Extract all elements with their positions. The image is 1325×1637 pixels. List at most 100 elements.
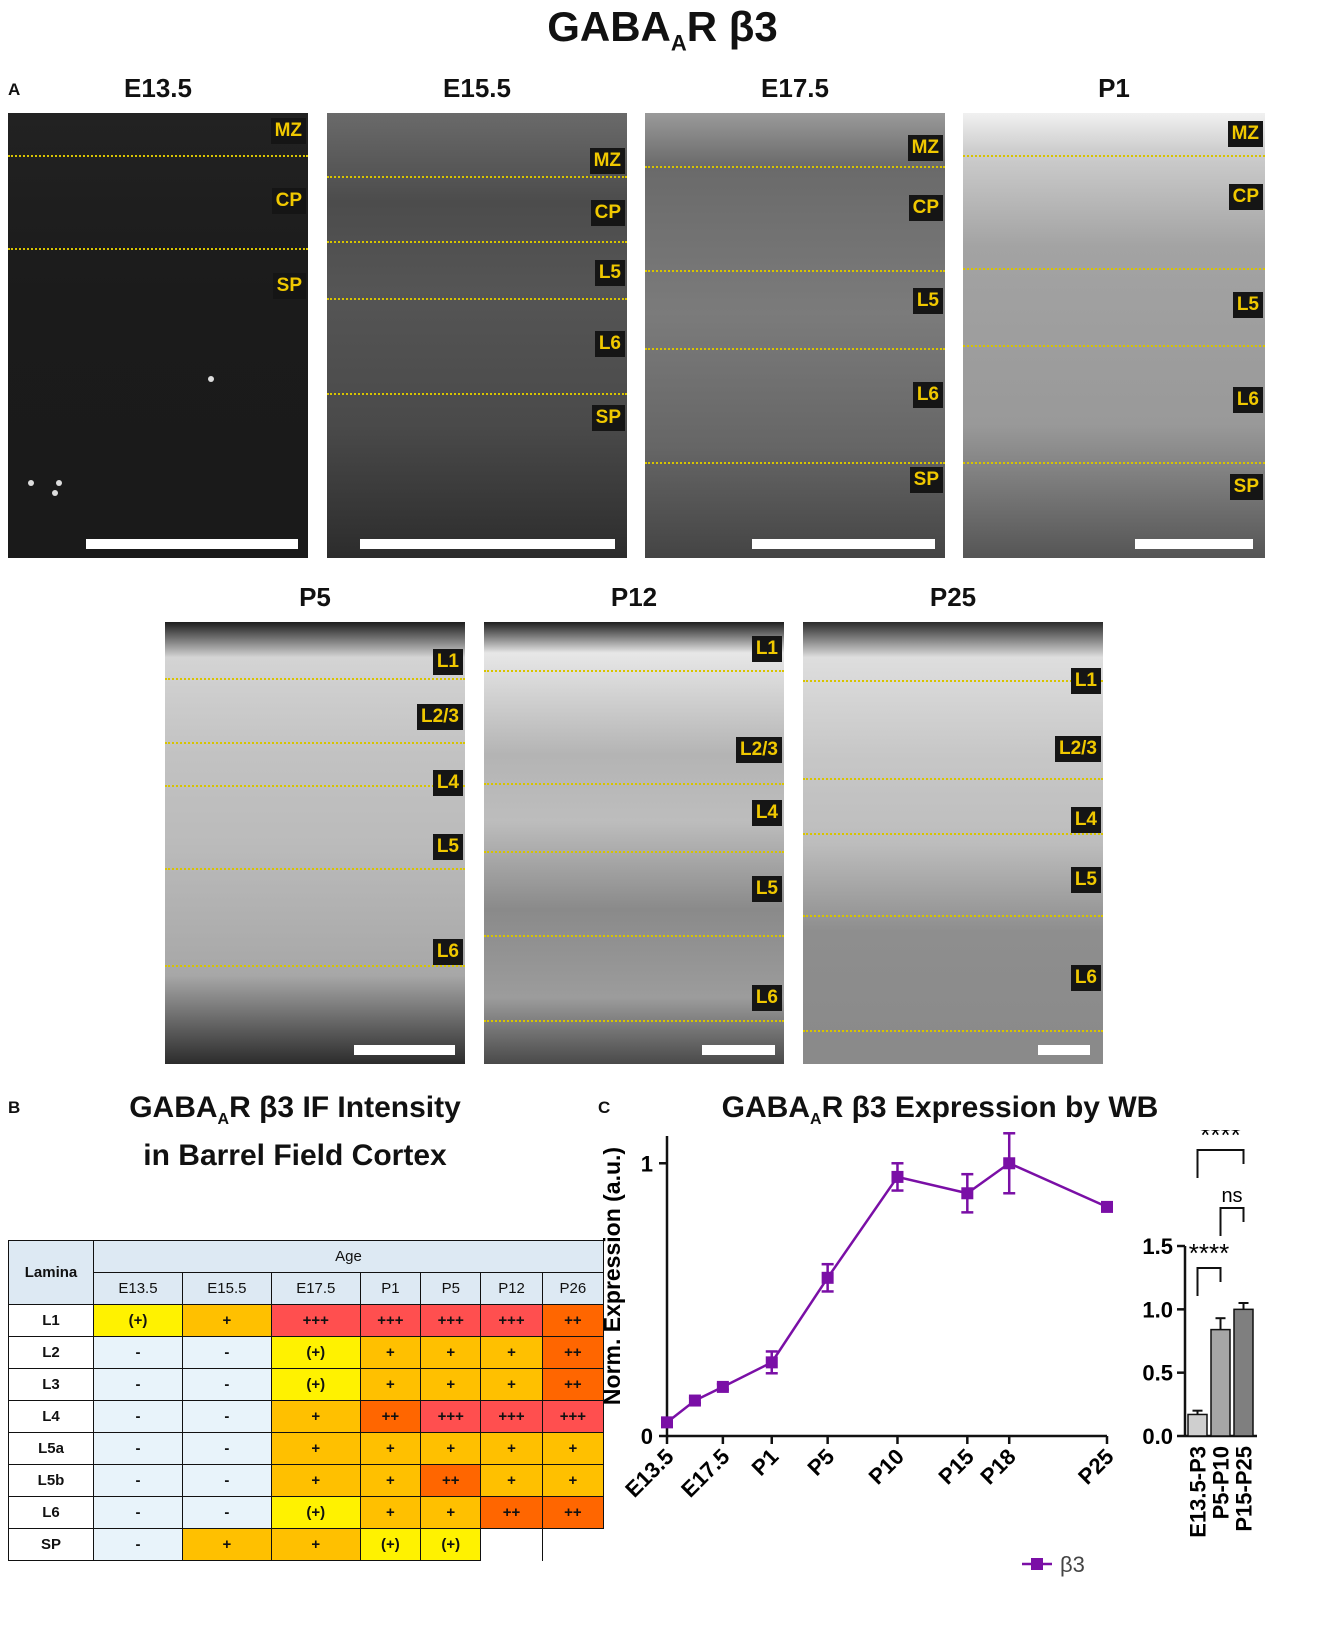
- layer-boundary-line: [963, 462, 1265, 464]
- bright-speck: [56, 480, 62, 486]
- bar: [1187, 1413, 1208, 1437]
- table-cell: ++: [541, 1496, 605, 1529]
- significance-bracket: [1219, 1207, 1245, 1236]
- table-cell: -: [181, 1400, 272, 1433]
- data-point: [716, 1380, 729, 1393]
- bar-y-tick-label: 1.5: [1142, 1234, 1173, 1259]
- table-cell: +: [270, 1528, 361, 1561]
- layer-label: SP: [272, 273, 306, 299]
- layer-label: L6: [751, 985, 782, 1011]
- table-cell: +++: [270, 1304, 361, 1337]
- panel-a-letter: A: [8, 80, 21, 99]
- layer-label: L6: [1070, 965, 1101, 991]
- table-cell: +: [270, 1400, 361, 1433]
- layer-boundary-line: [963, 155, 1265, 157]
- layer-boundary-line: [327, 176, 627, 178]
- table-row-label: SP: [8, 1528, 94, 1561]
- micrograph-title-p1: P1: [1098, 73, 1130, 103]
- layer-boundary-line: [963, 345, 1265, 347]
- panel-b-letter: B: [8, 1098, 21, 1117]
- bar: [1233, 1308, 1254, 1437]
- table-row-label: L2: [8, 1336, 94, 1369]
- data-point: [821, 1271, 834, 1284]
- layer-label: SP: [591, 405, 625, 431]
- data-point: [661, 1416, 673, 1429]
- layer-boundary-line: [803, 1030, 1103, 1032]
- layer-label: L4: [751, 800, 782, 826]
- table-row: L3- - (+) + + + ++: [8, 1368, 605, 1401]
- table-cell: +++: [480, 1400, 543, 1433]
- layer-boundary-line: [165, 742, 465, 744]
- table-cell: +: [359, 1432, 422, 1465]
- layer-label: L6: [912, 382, 943, 408]
- micrograph-title-e13-5: E13.5: [124, 73, 192, 103]
- data-point: [688, 1394, 701, 1407]
- data-point: [891, 1170, 904, 1183]
- layer-boundary-line: [327, 393, 627, 395]
- layer-label: MZ: [907, 135, 943, 161]
- layer-boundary-line: [165, 678, 465, 680]
- table-cell: +: [359, 1496, 422, 1529]
- layer-boundary-line: [484, 1020, 784, 1022]
- layer-boundary-line: [165, 785, 465, 787]
- layer-label: L5: [432, 834, 463, 860]
- layer-label: L4: [1070, 807, 1101, 833]
- layer-label: SP: [1229, 474, 1263, 500]
- layer-boundary-line: [803, 680, 1103, 682]
- layer-label: L4: [432, 770, 463, 796]
- micrograph-title-p25: P25: [929, 582, 977, 612]
- layer-label: SP: [909, 467, 943, 493]
- bright-speck: [208, 376, 214, 382]
- table-cell: ++: [480, 1496, 543, 1529]
- table-column-header: E17.5: [270, 1272, 361, 1305]
- bright-speck: [28, 480, 34, 486]
- data-point: [1101, 1200, 1113, 1213]
- layer-boundary-line: [327, 298, 627, 300]
- table-column-header: E15.5: [181, 1272, 272, 1305]
- table-row-label: L3: [8, 1368, 94, 1401]
- layer-label: L6: [1232, 387, 1263, 413]
- table-cell: (+): [270, 1368, 361, 1401]
- table-cell: [541, 1528, 604, 1561]
- table-cell: -: [181, 1368, 272, 1401]
- table-cell: -: [93, 1464, 183, 1497]
- layer-boundary-line: [484, 670, 784, 672]
- table-cell: -: [93, 1368, 183, 1401]
- layer-boundary-line: [645, 348, 945, 350]
- table-cell: +++: [420, 1304, 482, 1337]
- layer-label: CP: [590, 200, 625, 226]
- table-cell: (+): [420, 1528, 482, 1561]
- layer-label: L2/3: [1054, 736, 1101, 762]
- legend-marker: [1031, 1558, 1043, 1570]
- table-cell: +: [359, 1368, 422, 1401]
- layer-label: L6: [432, 939, 463, 965]
- table-cell: +: [480, 1368, 543, 1401]
- layer-label: L1: [1070, 668, 1101, 694]
- table-cell: +: [420, 1368, 482, 1401]
- bright-speck: [52, 490, 58, 496]
- if-intensity-table: Lamina Age E13.5 E15.5 E17.5 P1 P5 P12 P26 L1 (+) +…: [8, 1240, 605, 1561]
- layer-label: MZ: [1227, 121, 1263, 147]
- scale-bar: [1135, 539, 1253, 549]
- table-row-label: L5a: [8, 1432, 94, 1465]
- table-cell: +: [420, 1432, 482, 1465]
- table-cell: -: [93, 1496, 183, 1529]
- table-cell: (+): [270, 1336, 361, 1369]
- micrograph-p12: L1 L2/3 L4 L5 L6: [484, 622, 784, 1064]
- layer-label: L6: [594, 331, 625, 357]
- layer-label: L5: [1070, 867, 1101, 893]
- layer-boundary-line: [327, 241, 627, 243]
- x-tick-label: P1: [747, 1444, 784, 1481]
- table-cell: +: [181, 1528, 272, 1561]
- x-tick-label: P5: [802, 1444, 839, 1481]
- table-cell: -: [181, 1496, 272, 1529]
- table-cell: +: [270, 1432, 361, 1465]
- layer-boundary-line: [8, 155, 308, 157]
- table-cell: ++: [420, 1464, 482, 1497]
- table-cell: ++: [541, 1368, 605, 1401]
- table-cell: (+): [270, 1496, 361, 1529]
- bar-category-label: E13.5-P3: [1186, 1446, 1211, 1538]
- significance-bracket: [1196, 1267, 1222, 1296]
- panel-b-title: GABAAR β3 IF Intensity in Barrel Field C…: [129, 1091, 461, 1172]
